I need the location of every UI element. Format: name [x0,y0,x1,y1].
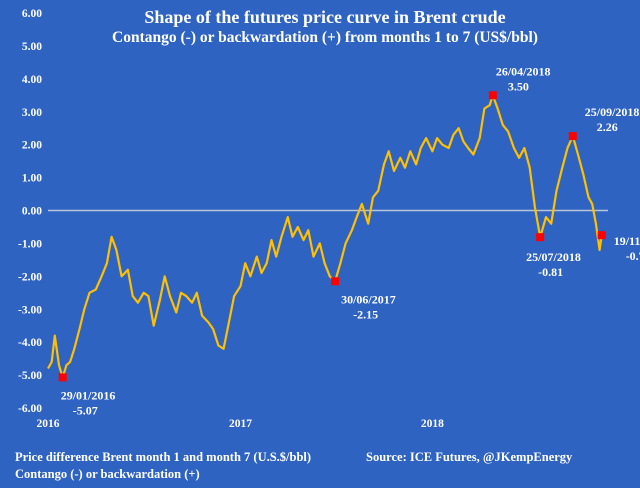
chart-title: Shape of the futures price curve in Bren… [144,7,505,27]
y-tick-label: 4.00 [22,74,42,86]
annotation-labels: 29/01/2016-5.07 30/06/2017-2.15 26/04/2018… [61,64,640,417]
y-tick-label: -6.00 [18,403,42,415]
annotation-value: 2.26 [597,120,618,134]
y-tick-label: 2.00 [22,140,42,152]
annotation-date: 26/04/2018 [496,64,551,78]
y-tick-label: 1.00 [22,173,42,185]
y-tick-label: -2.00 [18,271,42,283]
footer-source: Source: ICE Futures, @JKempEnergy [366,450,573,464]
footer-legend-note: Contango (-) or backwardation (+) [15,467,200,481]
footer-description: Price difference Brent month 1 and month… [15,450,311,464]
annotation-marker [597,231,606,240]
x-tick-label: 2017 [229,418,252,430]
series-line [47,94,603,379]
annotation-marker [488,91,497,100]
y-tick-label: -5.00 [18,370,42,382]
annotation-value: -2.15 [353,307,378,321]
y-tick-label: -3.00 [18,304,42,316]
annotation-marker [58,373,67,382]
chart-subtitle: Contango (-) or backwardation (+) from m… [112,29,538,46]
annotation-value: -0.75 [626,249,640,263]
y-tick-label: 3.00 [22,107,42,119]
annotation-marker [331,277,340,286]
annotation-marker [536,233,545,242]
x-tick-label: 2018 [421,418,444,430]
y-tick-label: 6.00 [22,8,42,20]
annotation-value: -5.07 [73,403,98,417]
annotation-value: -0.81 [538,265,563,279]
x-axis-ticks: 2016 2017 2018 [37,418,445,430]
annotation-date: 25/09/2018 [585,105,640,119]
x-tick-label: 2016 [37,418,60,430]
y-tick-label: 5.00 [22,41,42,53]
y-tick-label: 0.00 [22,206,42,218]
y-tick-label: -1.00 [18,238,42,250]
annotation-value: 3.50 [508,79,529,93]
annotation-marker [568,132,577,141]
annotation-date: 19/11/2018 [614,234,640,248]
y-tick-label: -4.00 [18,337,42,349]
annotation-markers [58,91,606,382]
annotation-date: 25/07/2018 [526,250,581,264]
annotation-date: 30/06/2017 [341,292,396,306]
y-axis-ticks: 6.00 5.00 4.00 3.00 2.00 1.00 0.00 -1.00 -2.00 -3… [18,8,42,415]
annotation-date: 29/01/2016 [61,388,116,402]
